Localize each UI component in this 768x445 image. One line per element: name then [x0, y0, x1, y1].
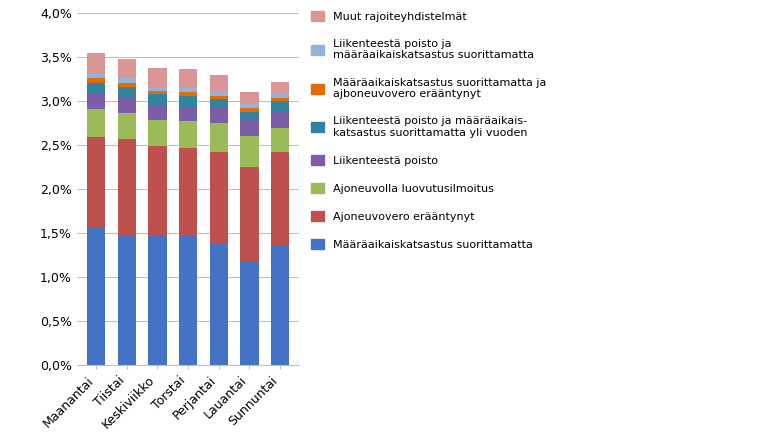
Bar — [240, 108, 259, 112]
Bar — [179, 93, 197, 96]
Bar — [118, 98, 136, 113]
Bar — [210, 244, 228, 365]
Bar — [148, 68, 167, 87]
Bar — [240, 93, 259, 104]
Bar — [179, 69, 197, 88]
Bar — [148, 94, 167, 105]
Bar — [210, 100, 228, 108]
Bar — [210, 152, 228, 244]
Bar — [271, 246, 290, 365]
Bar — [148, 146, 167, 236]
Bar — [87, 74, 105, 78]
Bar — [240, 167, 259, 261]
Bar — [179, 88, 197, 93]
Bar — [271, 93, 290, 98]
Bar — [179, 148, 197, 236]
Bar — [148, 120, 167, 146]
Bar — [240, 120, 259, 136]
Bar — [118, 113, 136, 139]
Bar — [210, 123, 228, 152]
Bar — [179, 96, 197, 106]
Bar — [240, 104, 259, 108]
Bar — [118, 87, 136, 98]
Bar — [87, 109, 105, 137]
Bar — [271, 101, 290, 112]
Bar — [87, 227, 105, 365]
Bar — [179, 236, 197, 365]
Bar — [271, 82, 290, 93]
Bar — [148, 105, 167, 120]
Bar — [271, 152, 290, 246]
Bar — [118, 139, 136, 236]
Legend: Muut rajoiteyhdistelmät, Liikenteestä poisto ja
määräaikaiskatsastus suorittamat: Muut rajoiteyhdistelmät, Liikenteestä po… — [306, 6, 551, 255]
Bar — [87, 83, 105, 93]
Bar — [271, 112, 290, 128]
Bar — [210, 93, 228, 96]
Bar — [118, 78, 136, 83]
Bar — [179, 106, 197, 121]
Bar — [118, 59, 136, 78]
Bar — [87, 137, 105, 227]
Bar — [148, 91, 167, 94]
Bar — [118, 236, 136, 365]
Bar — [87, 78, 105, 83]
Bar — [148, 87, 167, 91]
Bar — [210, 75, 228, 93]
Bar — [240, 112, 259, 120]
Bar — [271, 128, 290, 152]
Bar — [179, 121, 197, 148]
Bar — [87, 93, 105, 109]
Bar — [240, 261, 259, 365]
Bar — [118, 83, 136, 87]
Bar — [210, 108, 228, 123]
Bar — [210, 96, 228, 100]
Bar — [240, 136, 259, 167]
Bar — [271, 98, 290, 101]
Bar — [148, 236, 167, 365]
Bar — [87, 53, 105, 74]
